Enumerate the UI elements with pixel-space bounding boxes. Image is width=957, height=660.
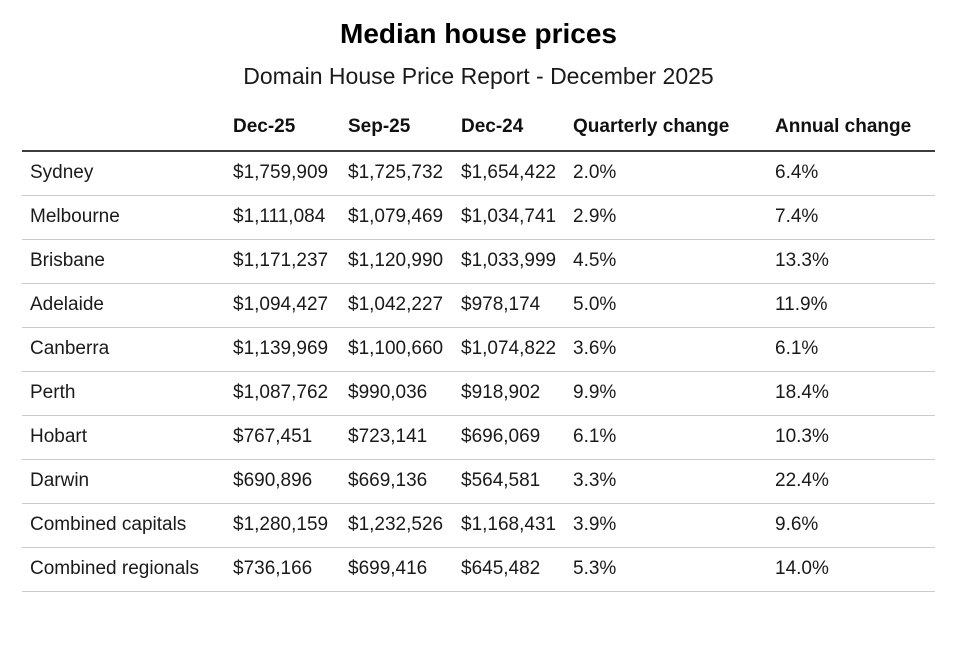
- cell-dec24: $918,902: [461, 371, 573, 417]
- cell-dec25: $1,139,969: [233, 327, 348, 373]
- page-title: Median house prices: [340, 18, 617, 49]
- table-header-row: Dec-25 Sep-25 Dec-24 Quarterly change An…: [22, 110, 935, 153]
- cell-annual-change: 18.4%: [775, 371, 935, 417]
- cell-sep25: $1,232,526: [348, 503, 461, 549]
- table-row-sydney: Sydney $1,759,909 $1,725,732 $1,654,422 …: [22, 151, 935, 197]
- cell-quarterly-change: 2.9%: [573, 195, 775, 241]
- cell-dec25: $767,451: [233, 415, 348, 461]
- cell-quarterly-change: 2.0%: [573, 151, 775, 197]
- cell-quarterly-change: 3.9%: [573, 503, 775, 549]
- cell-sep25: $1,100,660: [348, 327, 461, 373]
- cell-dec25: $736,166: [233, 547, 348, 593]
- cell-annual-change: 6.1%: [775, 327, 935, 373]
- cell-annual-change: 11.9%: [775, 283, 935, 329]
- cell-dec25: $690,896: [233, 459, 348, 505]
- house-price-table: Dec-25 Sep-25 Dec-24 Quarterly change An…: [22, 110, 935, 593]
- page-subtitle: Domain House Price Report - December 202…: [243, 63, 714, 90]
- cell-dec25: $1,111,084: [233, 195, 348, 241]
- row-label: Perth: [22, 371, 233, 417]
- cell-sep25: $1,120,990: [348, 239, 461, 285]
- table-row-perth: Perth $1,087,762 $990,036 $918,902 9.9% …: [22, 371, 935, 417]
- row-label: Canberra: [22, 327, 233, 373]
- cell-quarterly-change: 3.3%: [573, 459, 775, 505]
- cell-annual-change: 7.4%: [775, 195, 935, 241]
- cell-dec24: $1,033,999: [461, 239, 573, 285]
- cell-quarterly-change: 5.0%: [573, 283, 775, 329]
- cell-dec24: $1,168,431: [461, 503, 573, 549]
- row-label: Darwin: [22, 459, 233, 505]
- row-label: Brisbane: [22, 239, 233, 285]
- cell-sep25: $1,725,732: [348, 151, 461, 197]
- cell-dec25: $1,171,237: [233, 239, 348, 285]
- cell-annual-change: 13.3%: [775, 239, 935, 285]
- table-row-canberra: Canberra $1,139,969 $1,100,660 $1,074,82…: [22, 327, 935, 373]
- row-label: Melbourne: [22, 195, 233, 241]
- cell-annual-change: 10.3%: [775, 415, 935, 461]
- cell-dec25: $1,087,762: [233, 371, 348, 417]
- cell-sep25: $990,036: [348, 371, 461, 417]
- column-header-annual-change: Annual change: [775, 110, 935, 153]
- cell-quarterly-change: 6.1%: [573, 415, 775, 461]
- cell-dec25: $1,759,909: [233, 151, 348, 197]
- cell-annual-change: 14.0%: [775, 547, 935, 593]
- table-row-darwin: Darwin $690,896 $669,136 $564,581 3.3% 2…: [22, 459, 935, 505]
- cell-dec24: $645,482: [461, 547, 573, 593]
- row-label: Combined regionals: [22, 547, 233, 593]
- cell-quarterly-change: 5.3%: [573, 547, 775, 593]
- table-row-combined-regionals: Combined regionals $736,166 $699,416 $64…: [22, 547, 935, 593]
- column-header-quarterly-change: Quarterly change: [573, 110, 775, 153]
- row-label: Hobart: [22, 415, 233, 461]
- table-row-melbourne: Melbourne $1,111,084 $1,079,469 $1,034,7…: [22, 195, 935, 241]
- cell-quarterly-change: 3.6%: [573, 327, 775, 373]
- cell-dec24: $978,174: [461, 283, 573, 329]
- cell-quarterly-change: 9.9%: [573, 371, 775, 417]
- cell-sep25: $699,416: [348, 547, 461, 593]
- cell-annual-change: 9.6%: [775, 503, 935, 549]
- row-label: Adelaide: [22, 283, 233, 329]
- cell-quarterly-change: 4.5%: [573, 239, 775, 285]
- column-header-sep25: Sep-25: [348, 110, 461, 153]
- cell-dec24: $1,654,422: [461, 151, 573, 197]
- cell-dec24: $564,581: [461, 459, 573, 505]
- cell-annual-change: 22.4%: [775, 459, 935, 505]
- cell-sep25: $669,136: [348, 459, 461, 505]
- cell-dec24: $696,069: [461, 415, 573, 461]
- row-label: Sydney: [22, 151, 233, 197]
- table-row-hobart: Hobart $767,451 $723,141 $696,069 6.1% 1…: [22, 415, 935, 461]
- cell-sep25: $723,141: [348, 415, 461, 461]
- table-row-brisbane: Brisbane $1,171,237 $1,120,990 $1,033,99…: [22, 239, 935, 285]
- cell-sep25: $1,079,469: [348, 195, 461, 241]
- column-header-region: [22, 110, 233, 153]
- row-label: Combined capitals: [22, 503, 233, 549]
- cell-sep25: $1,042,227: [348, 283, 461, 329]
- column-header-dec24: Dec-24: [461, 110, 573, 153]
- column-header-dec25: Dec-25: [233, 110, 348, 153]
- cell-dec25: $1,094,427: [233, 283, 348, 329]
- table-row-adelaide: Adelaide $1,094,427 $1,042,227 $978,174 …: [22, 283, 935, 329]
- cell-dec24: $1,074,822: [461, 327, 573, 373]
- cell-dec25: $1,280,159: [233, 503, 348, 549]
- cell-annual-change: 6.4%: [775, 151, 935, 197]
- table-row-combined-capitals: Combined capitals $1,280,159 $1,232,526 …: [22, 503, 935, 549]
- cell-dec24: $1,034,741: [461, 195, 573, 241]
